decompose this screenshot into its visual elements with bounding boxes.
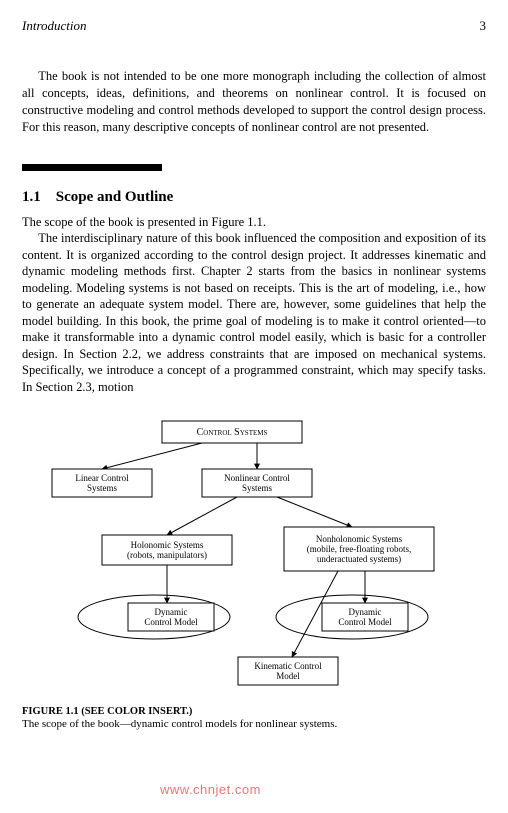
node-label-dyn2-l0: Dynamic bbox=[349, 607, 382, 617]
node-label-holo-l1: (robots, manipulators) bbox=[127, 550, 207, 560]
figure-diagram: Control SystemsLinear ControlSystemsNonl… bbox=[22, 413, 442, 693]
node-label-dyn2-l1: Control Model bbox=[338, 617, 392, 627]
node-label-nonholo-l2: underactuated systems) bbox=[317, 554, 401, 564]
node-label-linear-l0: Linear Control bbox=[75, 473, 129, 483]
node-label-holo-l0: Holonomic Systems bbox=[131, 540, 204, 550]
node-label-root: Control Systems bbox=[197, 427, 268, 438]
running-head: Introduction 3 bbox=[22, 18, 486, 34]
node-label-nonholo-l1: (mobile, free-floating robots, bbox=[307, 544, 411, 554]
watermark-text: www.chnjet.com bbox=[160, 782, 261, 797]
node-label-nonlin-l0: Nonlinear Control bbox=[224, 473, 290, 483]
figure-caption-text: The scope of the book—dynamic control mo… bbox=[22, 718, 486, 730]
figure-caption-label: FIGURE 1.1 (SEE COLOR INSERT.) bbox=[22, 706, 486, 717]
edge-nonlin-holo bbox=[167, 497, 237, 535]
section-heading: 1.1 Scope and Outline bbox=[22, 189, 486, 206]
edge-root-linear bbox=[102, 443, 202, 469]
intro-paragraph: The book is not intended to be one more … bbox=[22, 68, 486, 136]
section-p1: The scope of the book is presented in Fi… bbox=[22, 214, 486, 231]
edge-nonlin-nonholo bbox=[277, 497, 352, 527]
figure-1-1: Control SystemsLinear ControlSystemsNonl… bbox=[22, 413, 486, 730]
section-p2: The interdisciplinary nature of this boo… bbox=[22, 230, 486, 395]
node-label-kin-l1: Model bbox=[276, 671, 300, 681]
node-label-linear-l1: Systems bbox=[87, 483, 118, 493]
node-label-dyn1-l0: Dynamic bbox=[155, 607, 188, 617]
node-label-nonholo-l0: Nonholonomic Systems bbox=[316, 534, 403, 544]
page-number: 3 bbox=[480, 18, 487, 34]
section-rule bbox=[22, 164, 162, 171]
node-label-kin-l0: Kinematic Control bbox=[254, 661, 322, 671]
node-label-nonlin-l1: Systems bbox=[242, 483, 273, 493]
running-title: Introduction bbox=[22, 18, 87, 34]
node-label-dyn1-l1: Control Model bbox=[144, 617, 198, 627]
